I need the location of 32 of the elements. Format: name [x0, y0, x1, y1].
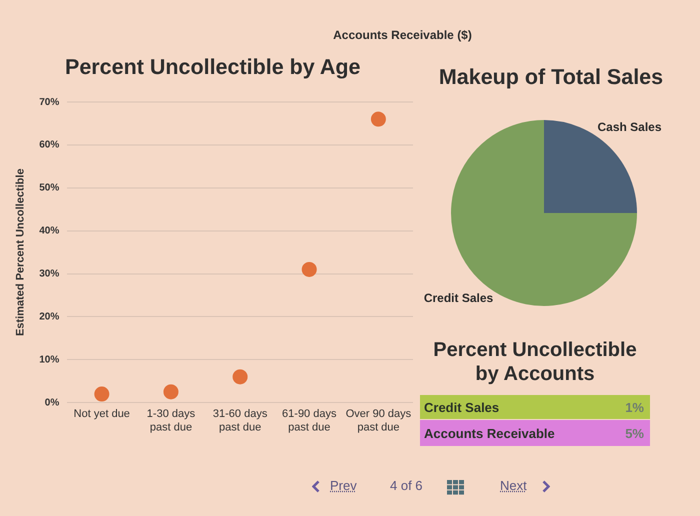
- text: Percent Uncollectible by Accounts: [432, 338, 638, 386]
- slice-label: Credit Sales: [424, 290, 494, 305]
- x-tick-label: Over 90 days past due: [346, 408, 412, 434]
- y-axis-title: Estimated Percent Uncollectible: [14, 168, 27, 336]
- y-tick-label: 60%: [39, 140, 60, 151]
- y-tick-label: 30%: [39, 268, 60, 280]
- y-tick-label: 20%: [39, 311, 60, 322]
- x-tick-label: Not yet due: [74, 408, 130, 420]
- point: [302, 262, 317, 277]
- category-label: Credit Sales: [424, 400, 500, 414]
- slice-label: Cash Sales: [597, 120, 662, 134]
- text: 1%: [625, 400, 644, 414]
- point: [163, 384, 178, 400]
- text: 5%: [625, 426, 644, 440]
- point: [232, 369, 248, 384]
- point: [370, 112, 386, 127]
- y-tick-label: 70%: [39, 96, 60, 108]
- chart-title: Percent Uncollectible by Age: [65, 55, 361, 80]
- text: Next: [500, 478, 527, 493]
- text: Accounts Receivable ($): [332, 28, 473, 42]
- point: [94, 386, 110, 402]
- y-tick-label: 0%: [44, 397, 60, 408]
- x-tick-label: 1-30 days past due: [146, 408, 196, 434]
- x-tick-label: 61-90 days past due: [282, 408, 337, 434]
- chart-title: Makeup of Total Sales: [438, 65, 664, 90]
- category-label: Accounts Receivable: [424, 426, 555, 440]
- text: 4 of 6: [390, 478, 423, 493]
- text: Prev: [330, 478, 357, 493]
- x-tick-label: 31-60 days past due: [212, 408, 268, 434]
- y-tick-label: 50%: [39, 182, 60, 194]
- y-tick-label: 10%: [39, 354, 60, 366]
- y-tick-label: 40%: [39, 226, 60, 237]
